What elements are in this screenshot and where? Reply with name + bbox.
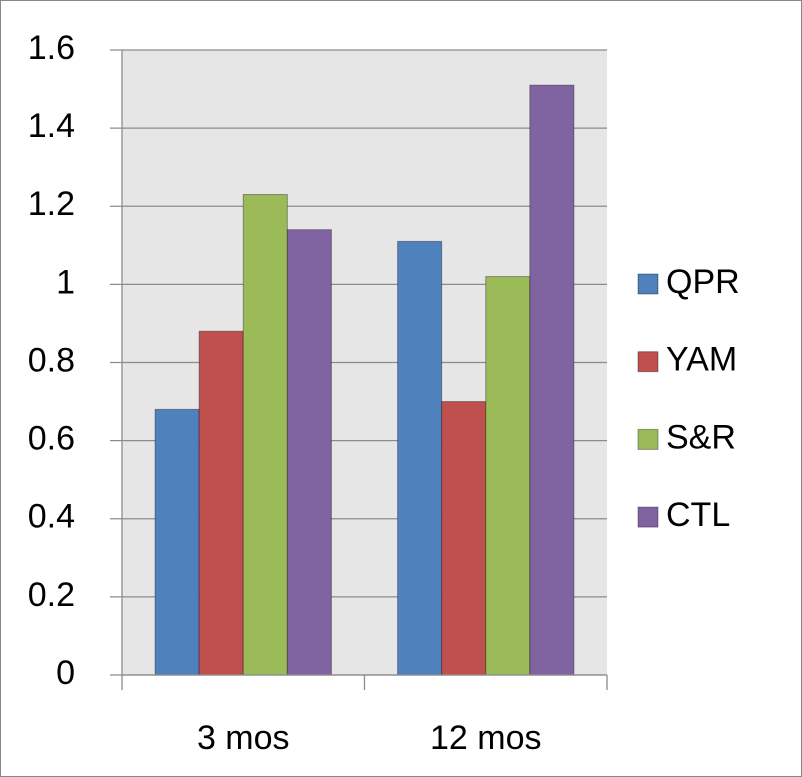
legend-swatch — [637, 506, 659, 528]
y-tick-label: 0.6 — [28, 420, 75, 458]
legend-swatch — [637, 351, 659, 373]
bar — [286, 229, 332, 676]
bar — [154, 408, 200, 676]
legend-label: QPR — [666, 263, 740, 301]
bar — [242, 194, 288, 676]
legend-swatch — [637, 273, 659, 295]
y-tick-label: 1.6 — [28, 29, 75, 67]
legend-label: S&R — [666, 418, 736, 456]
y-tick-label: 1 — [56, 263, 75, 301]
bar — [397, 240, 443, 676]
y-tick-label: 0.8 — [28, 341, 75, 379]
legend-swatch — [637, 428, 659, 450]
y-tick-label: 0.2 — [28, 576, 75, 614]
y-tick-label: 0.4 — [28, 498, 75, 536]
bar — [485, 276, 531, 676]
y-tick-label: 0 — [56, 654, 75, 692]
y-tick-label: 1.4 — [28, 107, 75, 145]
y-tick-label: 1.2 — [28, 185, 75, 223]
x-tick-label: 3 mos — [197, 719, 290, 757]
bar — [198, 330, 244, 676]
legend-label: CTL — [666, 496, 730, 534]
x-tick-label: 12 mos — [430, 719, 542, 757]
legend-label: YAM — [666, 341, 737, 379]
bar — [529, 84, 575, 676]
bar — [441, 401, 487, 676]
